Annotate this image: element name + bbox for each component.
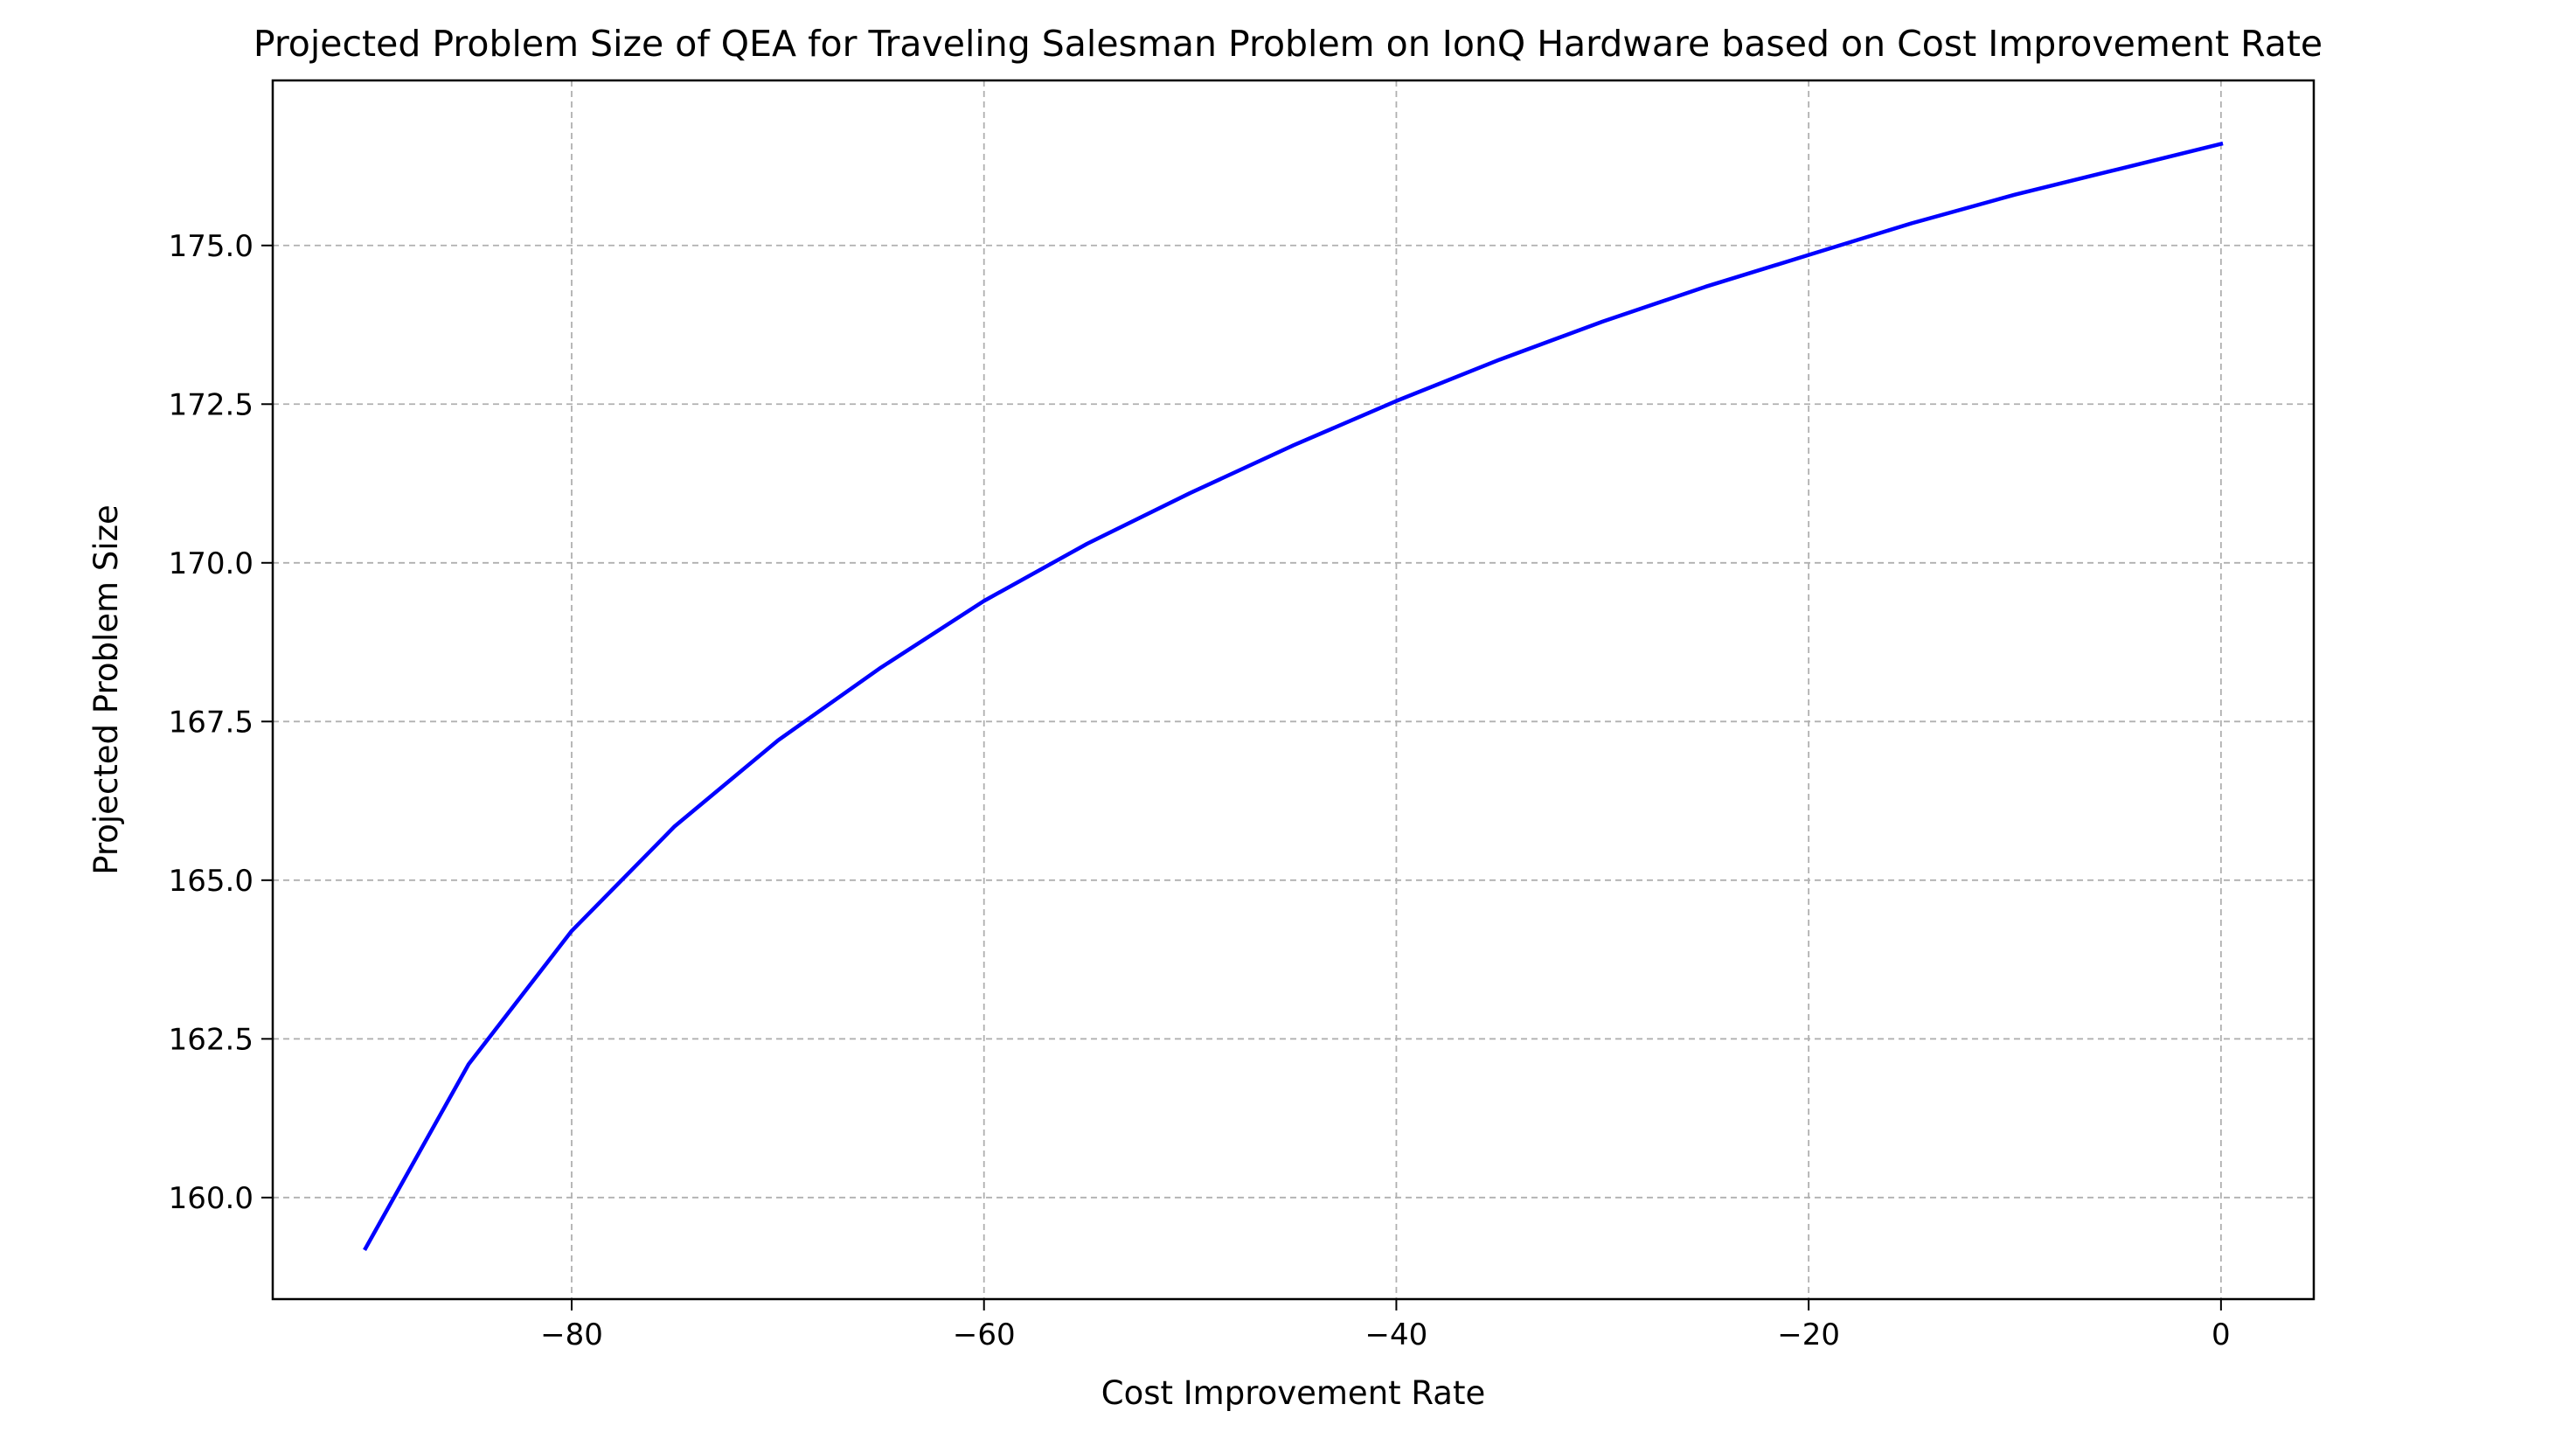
series-layer xyxy=(363,141,2224,1251)
x-axis-ticks: −80 −60 −40 −20 0 xyxy=(540,1299,2231,1352)
y-tick-label: 172.5 xyxy=(169,387,253,422)
y-tick-label: 165.0 xyxy=(169,864,253,899)
y-tick-label: 175.0 xyxy=(169,229,253,264)
x-tick-label: −60 xyxy=(953,1317,1016,1352)
chart-title: Projected Problem Size of QEA for Travel… xyxy=(253,23,2323,65)
y-tick-label: 162.5 xyxy=(169,1022,253,1057)
x-axis-label: Cost Improvement Rate xyxy=(1101,1374,1486,1412)
series-line xyxy=(363,141,2224,1251)
x-tick-label: −40 xyxy=(1365,1317,1428,1352)
plot-frame xyxy=(271,79,2316,1301)
y-tick-label: 167.5 xyxy=(169,705,253,740)
x-tick-label: 0 xyxy=(2211,1317,2231,1352)
grid-lines xyxy=(273,80,2314,1299)
y-axis-ticks: 160.0 162.5 165.0 167.5 170.0 172.5 175.0 xyxy=(169,229,273,1216)
y-axis-label: Projected Problem Size xyxy=(87,504,125,875)
x-tick-label: −20 xyxy=(1777,1317,1840,1352)
y-tick-label: 160.0 xyxy=(169,1181,253,1216)
y-tick-label: 170.0 xyxy=(169,546,253,581)
x-tick-label: −80 xyxy=(540,1317,603,1352)
